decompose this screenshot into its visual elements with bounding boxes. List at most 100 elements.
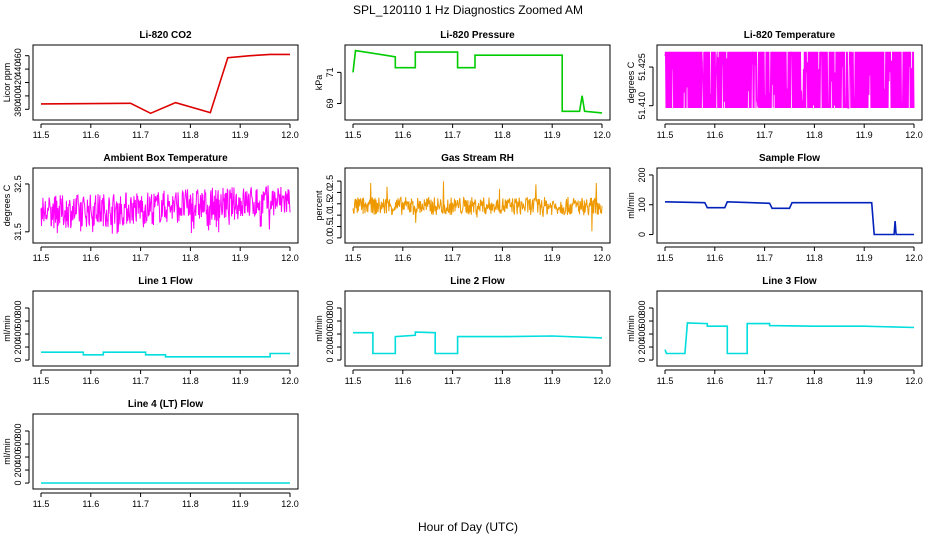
y-tick-label: 600: [325, 314, 335, 329]
x-tick-label: 11.6: [394, 376, 411, 386]
x-tick-label: 11.7: [132, 130, 149, 140]
series-group: [664, 322, 915, 355]
x-tick-label: 11.6: [394, 130, 411, 140]
plot-box: [656, 44, 923, 121]
y-tick-label: 200: [13, 340, 23, 355]
series-line: [352, 181, 603, 232]
panel-title: Line 4 (LT) Flow: [128, 399, 204, 410]
panel-title: Ambient Box Temperature: [103, 153, 228, 164]
series-group: [352, 49, 603, 114]
y-tick-label: 0: [13, 481, 23, 486]
series-line: [353, 331, 603, 355]
x-tick-label: 11.7: [132, 376, 149, 386]
y-tick-label: 440: [13, 62, 23, 77]
y-tick-label: 2.5: [325, 175, 335, 188]
x-tick-label: 11.6: [706, 253, 723, 263]
x-tick-label: 11.8: [182, 499, 199, 509]
x-tick-label: 11.7: [756, 130, 773, 140]
x-tick-label: 11.5: [657, 130, 674, 140]
x-tick-label: 11.9: [856, 130, 873, 140]
y-tick-label: 800: [637, 300, 647, 315]
series-group: [664, 200, 914, 236]
y-axis-label: ml/min: [626, 315, 636, 342]
x-tick-label: 11.6: [82, 253, 99, 263]
x-tick-label: 11.5: [33, 499, 50, 509]
y-tick-label: 800: [13, 300, 23, 315]
x-tick-label: 12.0: [905, 130, 923, 140]
panel-3: Li-820 Temperature degrees C 11.5 11.6 11.7 1…: [626, 30, 923, 140]
y-tick-label: 400: [637, 327, 647, 342]
x-tick-label: 11.9: [544, 130, 561, 140]
series-group: [664, 51, 915, 109]
y-tick-label: 69: [325, 99, 335, 109]
x-tick-label: 11.6: [82, 376, 99, 386]
x-tick-label: 11.9: [232, 499, 249, 509]
x-tick-label: 12.0: [593, 253, 611, 263]
y-tick-label: 71: [325, 67, 335, 77]
x-tick-label: 11.7: [444, 376, 461, 386]
panel-7: Line 1 Flow ml/min 11.5 11.6 11.7 11.8 11.9 12.…: [2, 276, 299, 386]
y-tick-label: 200: [637, 167, 647, 182]
y-axis-label: ml/min: [2, 315, 12, 342]
panel-1: Li-820 CO2 Licor ppm 11.5 11.6 11.7 11.8 11.9 1…: [2, 30, 299, 140]
x-tick-label: 11.7: [444, 253, 461, 263]
y-tick-label: 200: [637, 340, 647, 355]
y-tick-label: 0: [637, 358, 647, 363]
series-group: [352, 181, 603, 232]
series-group: [40, 185, 291, 234]
plot-box: [344, 290, 611, 367]
series-group: [40, 53, 290, 115]
y-axis-label: Licor ppm: [2, 63, 12, 103]
x-tick-label: 11.6: [82, 499, 99, 509]
panels: Li-820 CO2 Licor ppm 11.5 11.6 11.7 11.8 11.9 1…: [2, 30, 923, 509]
y-tick-label: 800: [325, 300, 335, 315]
x-tick-label: 11.6: [706, 130, 723, 140]
series-line: [664, 51, 915, 109]
y-axis-label: ml/min: [314, 315, 324, 342]
x-tick-label: 11.9: [232, 376, 249, 386]
y-tick-label: 0: [637, 232, 647, 237]
panel-title: Li-820 Temperature: [744, 30, 836, 41]
y-tick-label: 600: [13, 314, 23, 329]
x-tick-label: 11.8: [494, 376, 511, 386]
x-tick-label: 11.8: [806, 253, 823, 263]
x-tick-label: 12.0: [281, 376, 299, 386]
y-tick-label: 51.410: [637, 92, 647, 120]
x-tick-label: 11.6: [706, 376, 723, 386]
x-tick-label: 11.9: [544, 376, 561, 386]
y-axis-label: ml/min: [2, 438, 12, 465]
x-tick-label: 11.8: [806, 130, 823, 140]
y-tick-label: 51.425: [637, 53, 647, 81]
y-tick-label: 600: [637, 314, 647, 329]
x-tick-label: 11.5: [33, 130, 50, 140]
x-tick-label: 12.0: [593, 376, 611, 386]
y-tick-label: 32.5: [13, 175, 23, 193]
x-tick-label: 11.6: [82, 130, 99, 140]
x-tick-label: 12.0: [281, 253, 299, 263]
x-tick-label: 11.9: [544, 253, 561, 263]
x-tick-label: 12.0: [281, 499, 299, 509]
x-tick-label: 11.8: [494, 253, 511, 263]
y-tick-label: 0.5: [325, 220, 335, 233]
y-axis-label: degrees C: [2, 184, 12, 226]
series-group: [353, 331, 603, 355]
x-tick-label: 11.5: [657, 253, 674, 263]
series-line: [664, 200, 914, 236]
y-axis-label: ml/min: [626, 192, 636, 219]
series-line: [40, 53, 290, 115]
panel-10: Line 4 (LT) Flow ml/min 11.5 11.6 11.7 11.8 11…: [2, 399, 299, 509]
plot-box: [32, 413, 299, 490]
x-tick-label: 11.8: [182, 253, 199, 263]
figure-title: SPL_120110 1 Hz Diagnostics Zoomed AM: [353, 3, 583, 17]
panel-6: Sample Flow ml/min 11.5 11.6 11.7 11.8 11.9 12.…: [626, 153, 923, 263]
y-tick-label: 2.0: [325, 186, 335, 199]
x-tick-label: 11.9: [856, 253, 873, 263]
panel-5: Gas Stream RH percent 11.5 11.6 11.7 11.8 11.9…: [314, 153, 611, 263]
x-tick-label: 12.0: [905, 253, 923, 263]
panel-title: Line 2 Flow: [450, 276, 505, 287]
y-tick-label: 100: [637, 197, 647, 212]
plot-box: [32, 167, 299, 244]
plot-box: [344, 44, 611, 121]
panel-title: Sample Flow: [759, 153, 820, 164]
